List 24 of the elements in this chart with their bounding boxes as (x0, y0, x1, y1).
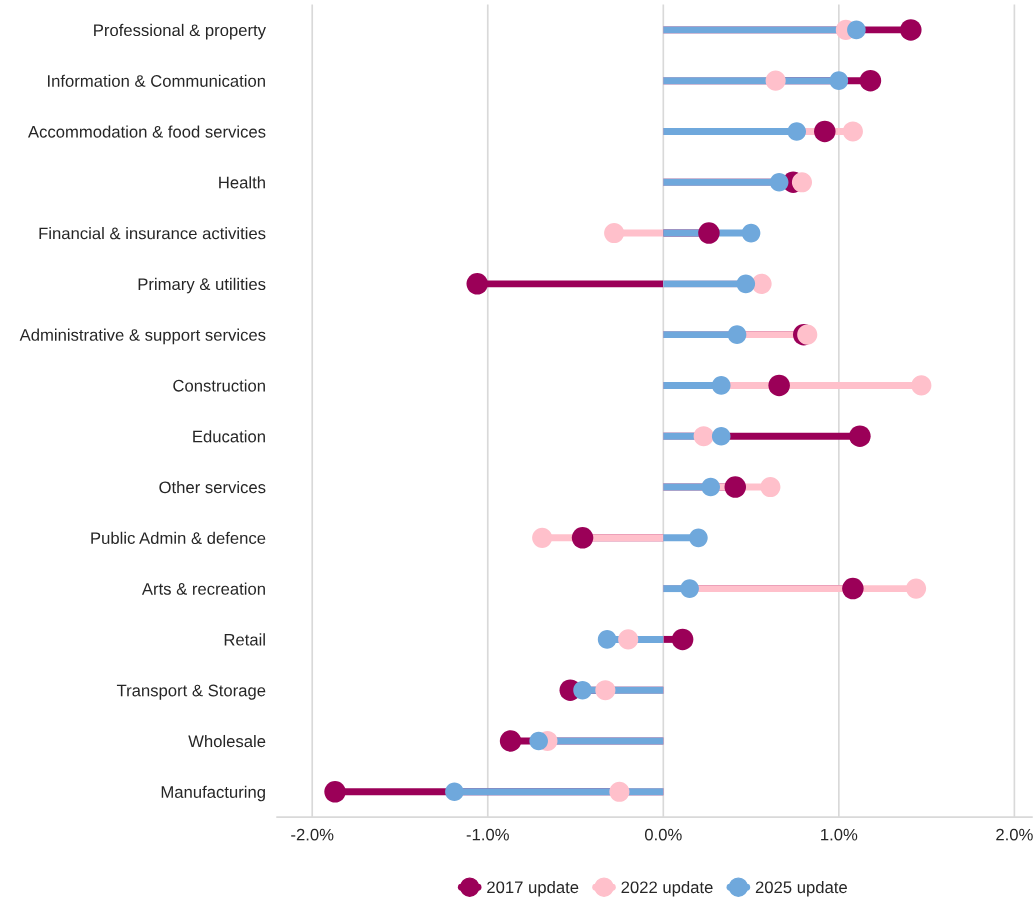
y-tick-label: Transport & Storage (116, 684, 266, 700)
y-tick-label: Professional & property (94, 23, 266, 40)
y-tick-label: Financial & insurance activities (39, 227, 266, 240)
x-tick-label: 0.0% (644, 828, 682, 841)
y-tick-label: Information & Communication (48, 74, 265, 87)
y-tick-label: Education (193, 430, 265, 443)
x-tick-label: -2.0% (291, 828, 334, 841)
legend-label: 2025 update (755, 880, 847, 897)
x-tick-label: 1.0% (821, 828, 858, 841)
legend-label: 2017 update (487, 880, 579, 897)
y-tick-label: Accommodation & food services (27, 125, 266, 138)
y-tick-label: Construction (173, 379, 265, 392)
x-tick-label: -1.0% (466, 828, 509, 841)
y-tick-label: Manufacturing (161, 785, 265, 802)
x-tick-label: 2.0% (996, 828, 1033, 841)
y-tick-label: Arts & recreation (141, 582, 265, 595)
y-tick-label: Other services (159, 480, 266, 494)
y-tick-label: Wholesale (188, 734, 266, 748)
legend-label: 2022 update (621, 880, 713, 897)
y-tick-label: Primary & utilities (138, 277, 266, 294)
y-tick-label: Administrative & support services (19, 328, 266, 345)
y-tick-label: Retail (224, 633, 265, 646)
y-tick-label: Health (219, 176, 265, 189)
y-tick-label: Public Admin & defence (91, 531, 266, 545)
